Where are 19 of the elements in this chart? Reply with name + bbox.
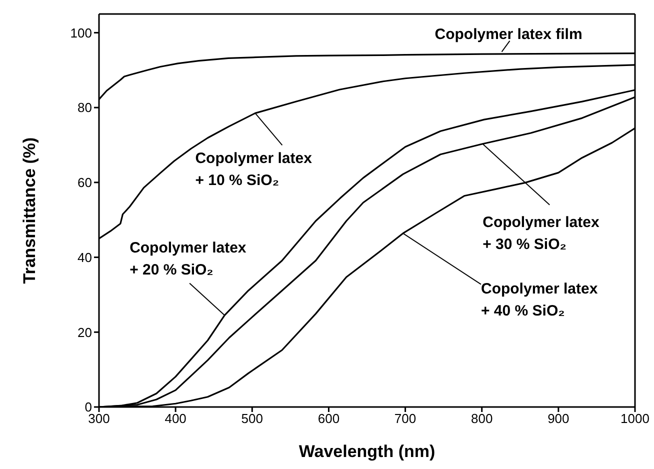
annotation: Copolymer latex + 10 % SiO₂ xyxy=(195,150,313,190)
x-tick-label: 900 xyxy=(548,411,570,426)
y-axis-title: Transmittance (%) xyxy=(20,137,40,284)
y-tick-label: 100 xyxy=(70,25,92,40)
y-tick-label: 40 xyxy=(78,250,92,265)
x-axis-title: Wavelength (nm) xyxy=(298,442,436,461)
annotation: Copolymer latex film xyxy=(434,26,582,43)
x-tick-label: 1000 xyxy=(620,411,650,426)
y-tick-label: 60 xyxy=(78,175,92,190)
x-tick-label: 600 xyxy=(318,411,340,426)
x-tick-label: 700 xyxy=(394,411,416,426)
y-tick-label: 80 xyxy=(78,100,92,116)
annotation: Copolymer latex + 30 % SiO₂ xyxy=(482,214,600,253)
x-tick-label: 400 xyxy=(164,411,186,426)
y-tick-label: 20 xyxy=(78,324,92,340)
annotation: Copolymer latex + 40 % SiO₂ xyxy=(480,280,598,320)
x-tick-label: 800 xyxy=(471,411,493,426)
annotation: Copolymer latex + 20 % SiO₂ xyxy=(130,239,247,278)
x-tick-label: 500 xyxy=(241,411,263,426)
